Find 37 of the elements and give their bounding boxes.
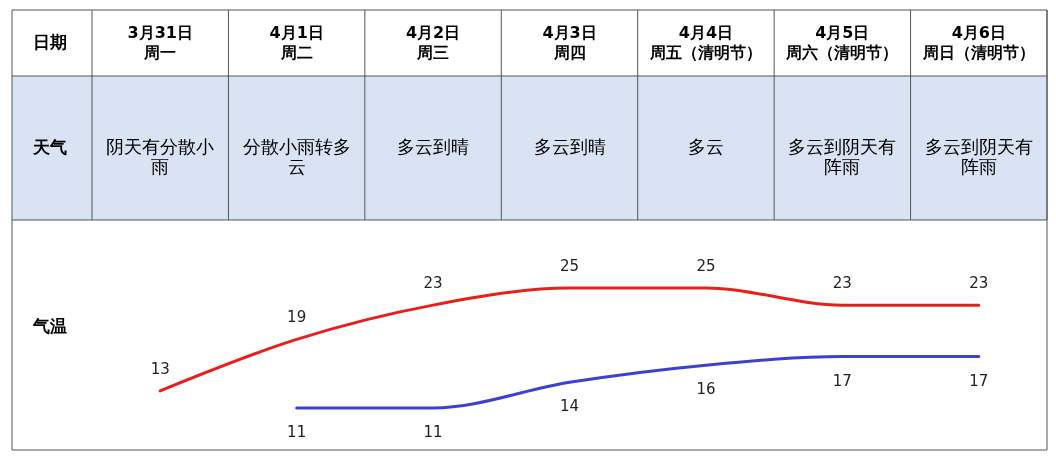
data-label: 14 <box>559 397 580 416</box>
x-axis-title: 日期 <box>33 32 67 52</box>
text: 周二 <box>279 43 313 62</box>
data-label: 25 <box>559 257 580 275</box>
data-label: 11 <box>423 423 443 441</box>
data-label: 17 <box>969 371 989 390</box>
data-label: 25 <box>696 257 716 275</box>
text: 周六（清明节） <box>785 43 899 62</box>
text: 周一 <box>143 43 177 62</box>
text: 多云到阴天有阵雨 <box>924 136 1033 177</box>
x-tick-label: 4月5日 <box>815 23 870 42</box>
text: 天气 <box>32 137 67 157</box>
x-tick-label: 4月1日 <box>269 23 324 42</box>
data-label: 23 <box>423 274 443 293</box>
text: 多云到阴天有阵雨 <box>788 136 897 177</box>
text: 周日（清明节） <box>921 43 1035 62</box>
text: 分散小雨转多云 <box>242 136 351 177</box>
text: 多云 <box>687 136 724 157</box>
data-label: 17 <box>832 371 852 390</box>
x-tick-label: 3月31日 <box>127 23 193 42</box>
x-tick-label: 4月2日 <box>405 23 461 42</box>
y-axis-title: 气温 <box>32 316 67 336</box>
data-label: 19 <box>287 308 307 327</box>
text: 周三 <box>416 43 450 62</box>
text: 周五（清明节） <box>648 43 762 62</box>
text: 周四 <box>552 43 586 62</box>
x-tick-label: 4月3日 <box>542 23 597 42</box>
text: 多云到晴 <box>397 136 470 157</box>
data-label: 23 <box>832 274 852 293</box>
x-tick-label: 4月4日 <box>678 23 734 42</box>
data-label: 16 <box>696 380 716 399</box>
text: 多云到晴 <box>533 136 606 157</box>
data-label: 13 <box>150 359 170 378</box>
text: 阴天有分散小雨 <box>106 136 215 177</box>
data-label: 11 <box>287 423 307 441</box>
x-tick-label: 4月6日 <box>951 23 1006 42</box>
data-label: 23 <box>969 274 989 293</box>
